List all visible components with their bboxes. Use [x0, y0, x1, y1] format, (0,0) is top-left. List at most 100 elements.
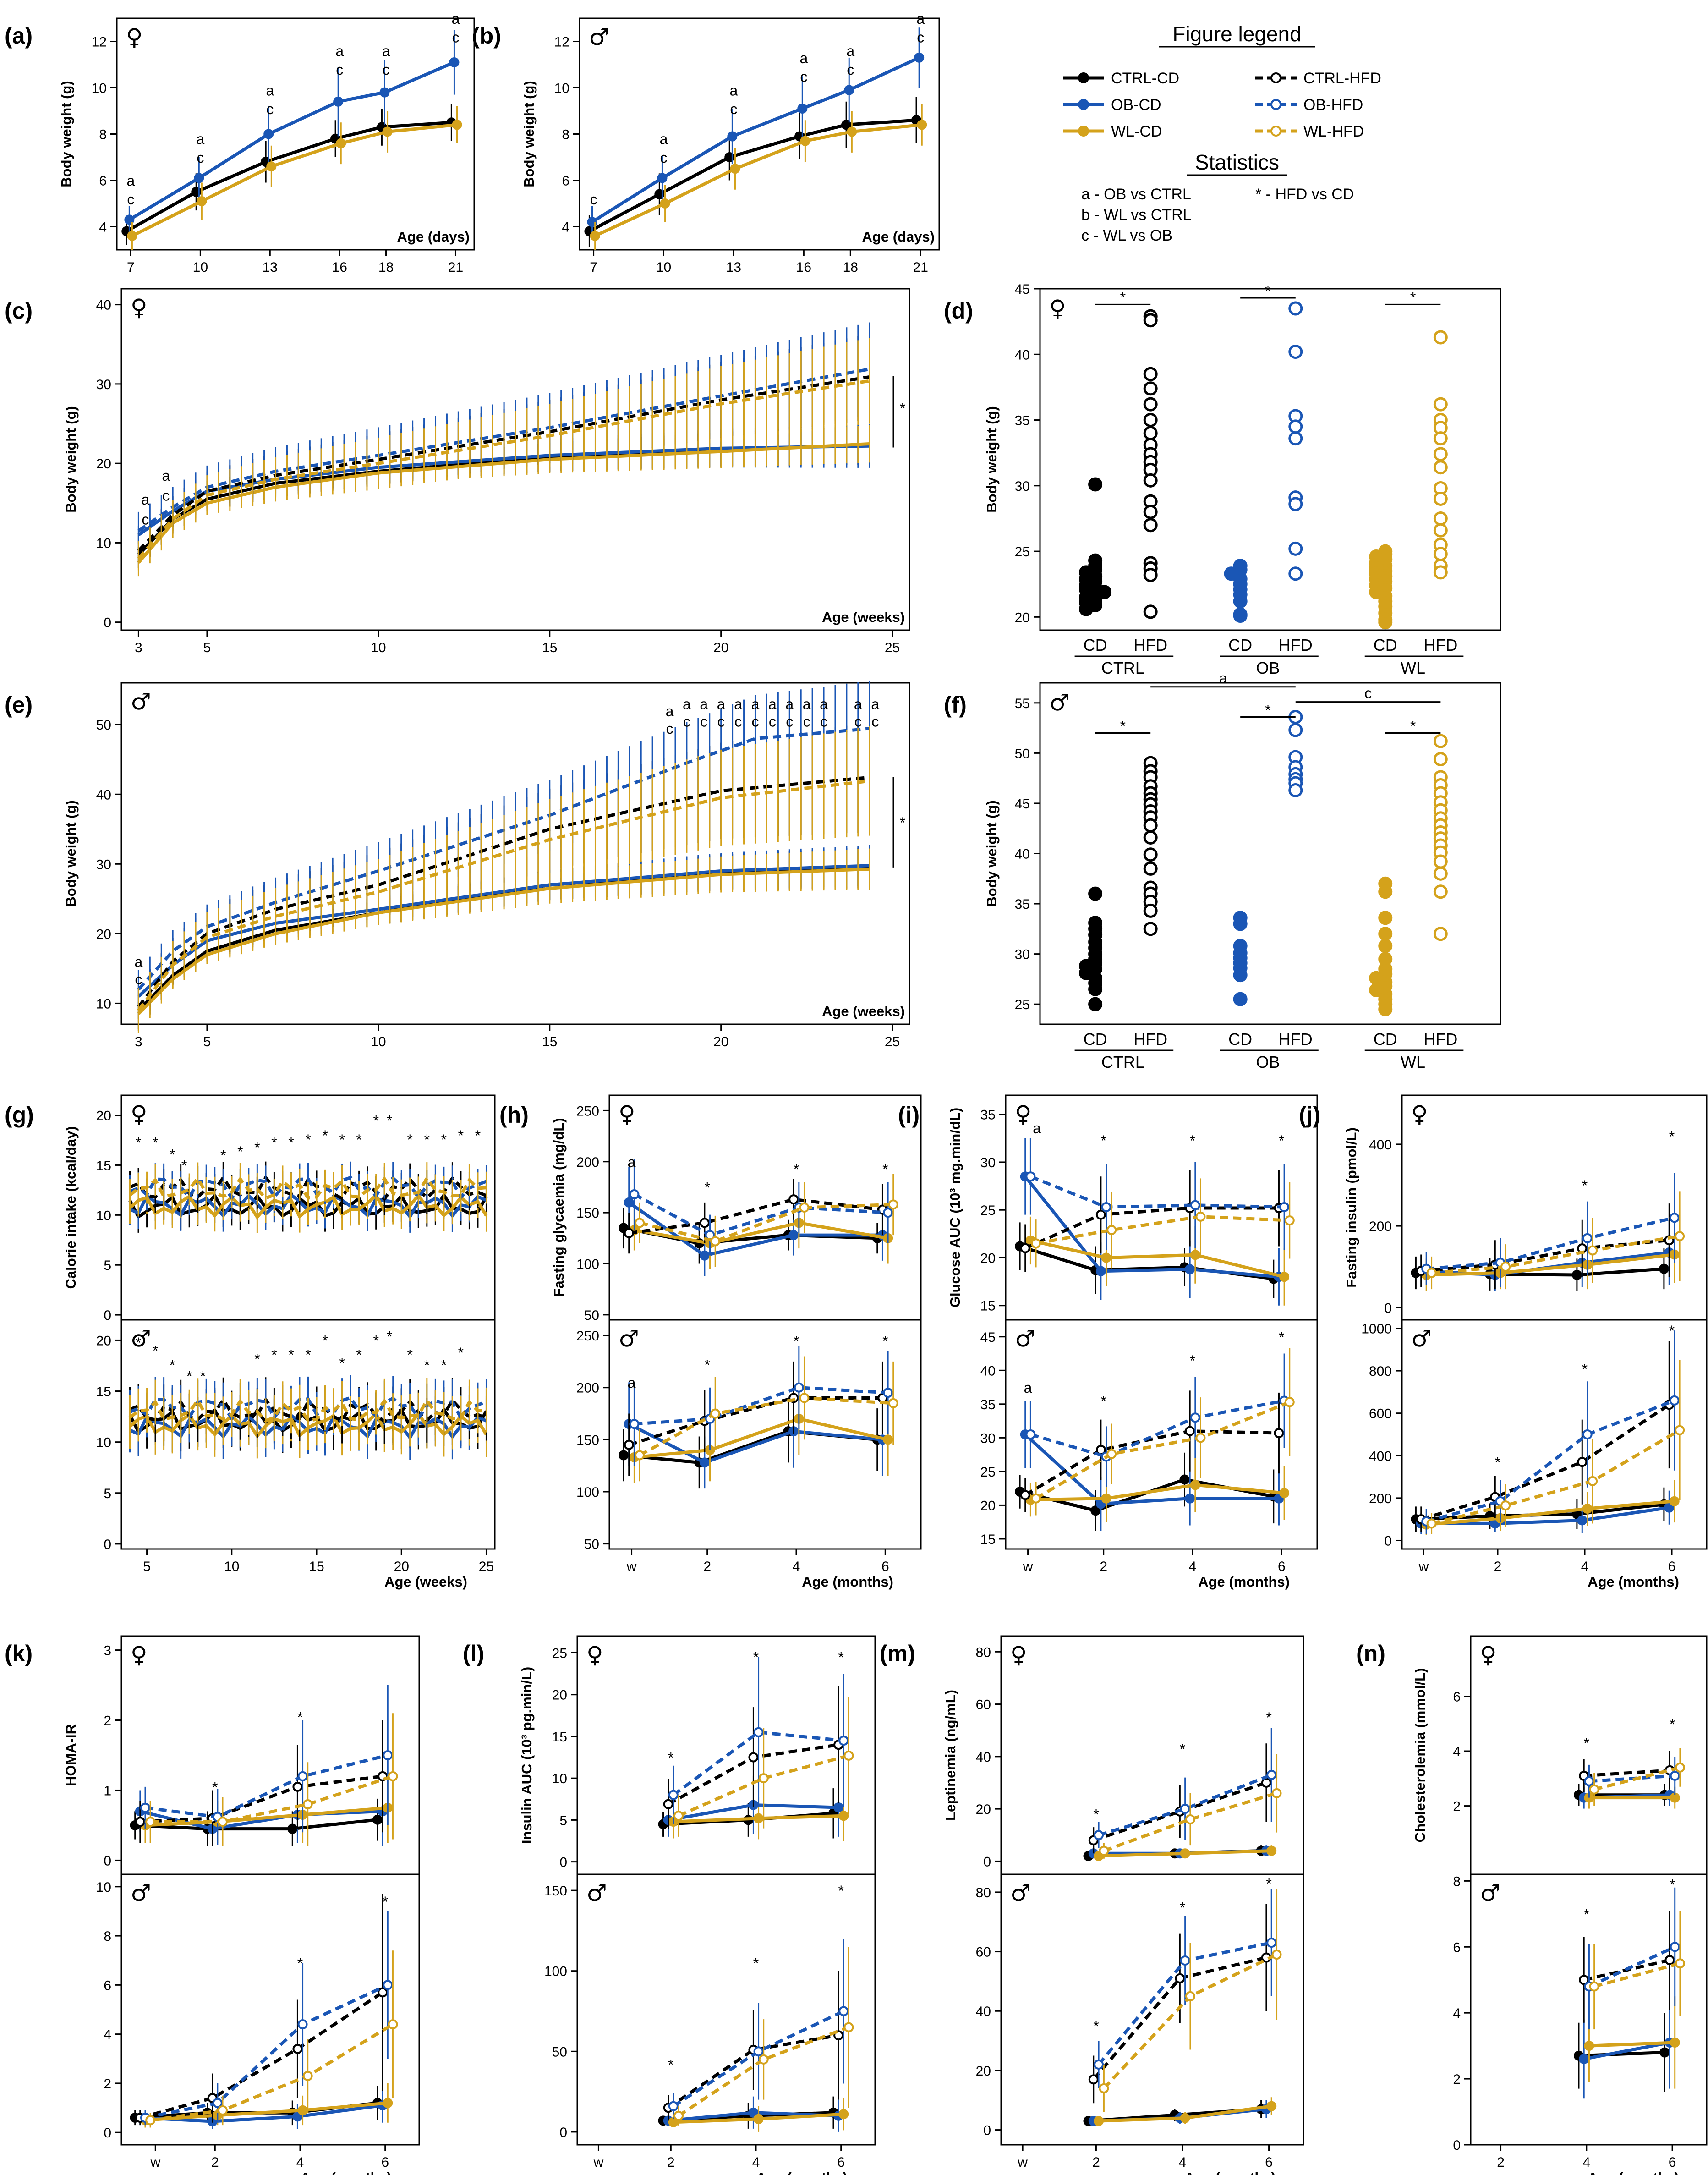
sex-symbol: ♂: [1411, 1325, 1432, 1352]
data-point: [883, 1434, 893, 1445]
sex-symbol: ♀: [131, 294, 148, 321]
series-ob-hfd: [668, 1657, 849, 1824]
y-tick-label: 5: [104, 1258, 111, 1273]
diet-label-cd: CD: [1084, 636, 1107, 654]
y-tick-label: 0: [983, 1854, 991, 1869]
panel-label: (l): [463, 1641, 484, 1666]
series-line: [1030, 1483, 1285, 1502]
y-tick-label: 150: [576, 1206, 599, 1221]
y-tick-label: 200: [576, 1381, 599, 1396]
data-point: [797, 103, 808, 114]
data-point: [1288, 301, 1303, 316]
series-line: [672, 1730, 844, 1796]
x-tick-label: 6: [381, 2155, 389, 2170]
series-line: [1030, 1239, 1285, 1279]
x-tick-label: 20: [713, 640, 728, 655]
legend-marker: [1270, 72, 1281, 83]
series-wl-cd: [1094, 2097, 1277, 2126]
data-point: [1589, 1784, 1599, 1795]
data-point: [1279, 1202, 1290, 1212]
y-tick-label: 60: [976, 1945, 991, 1960]
y-tick-label: 0: [104, 615, 111, 631]
data-point: [660, 198, 670, 209]
series-ctrl-hfd: [1579, 1751, 1675, 1792]
data-point: [1582, 1233, 1593, 1243]
data-point: [917, 120, 927, 130]
y-tick-label: 45: [1015, 796, 1030, 812]
series-line: [129, 1176, 487, 1200]
group-label: CTRL: [1101, 1053, 1144, 1071]
significance-mark: *: [1670, 1877, 1675, 1893]
data-point: [883, 1388, 893, 1398]
y-tick-label: 25: [552, 1646, 567, 1661]
x-tick-label: 10: [224, 1559, 239, 1574]
significance-mark: c: [660, 149, 668, 166]
data-point: [841, 120, 852, 130]
x-tick-label: 15: [542, 1034, 557, 1049]
significance-mark: a: [916, 11, 925, 27]
series-wl-cd: [590, 104, 927, 250]
significance-mark: *: [356, 1131, 361, 1148]
significance-mark: c: [452, 29, 459, 45]
significance-mark: a: [1219, 670, 1227, 687]
y-tick-label: 45: [980, 1330, 996, 1345]
significance-mark: c: [590, 191, 597, 208]
data-point: [124, 214, 135, 225]
y-tick-label: 200: [1369, 1219, 1392, 1234]
y-tick-label: 0: [104, 1308, 111, 1323]
data-point: [1589, 1981, 1599, 1992]
data-point: [1095, 1209, 1106, 1220]
data-point: [1185, 1264, 1195, 1274]
y-axis-title: Body weight (g): [521, 81, 537, 187]
series-ob-hfd: [1025, 1138, 1290, 1250]
series-ob-hfd: [140, 1911, 393, 2126]
data-point: [1143, 313, 1158, 328]
y-tick-label: 200: [576, 1155, 599, 1170]
sex-symbol: ♀: [1015, 1101, 1032, 1127]
significance-mark: *: [200, 1368, 206, 1384]
y-tick-label: 40: [1015, 847, 1030, 862]
y-tick-label: 20: [1015, 610, 1030, 625]
series-line: [1583, 1769, 1670, 1778]
significance-mark: *: [305, 1347, 311, 1363]
data-point: [1670, 2037, 1680, 2048]
data-point: [1378, 1002, 1393, 1016]
x-axis-title: Age (months): [802, 1574, 893, 1590]
data-point: [1433, 884, 1448, 899]
data-point: [843, 2022, 854, 2032]
x-tick-label: 6: [1278, 1559, 1286, 1574]
series-wl-cd: [1094, 1845, 1277, 1861]
data-point: [292, 2043, 303, 2054]
significance-mark: a: [785, 696, 794, 713]
series-wl-hfd: [1031, 1178, 1295, 1269]
x-tick-label: 7: [127, 260, 135, 275]
data-point: [1175, 1973, 1185, 1983]
data-point: [140, 1802, 150, 1813]
y-tick-label: 400: [1369, 1137, 1392, 1153]
legend-marker: [1078, 99, 1089, 110]
series-line: [1426, 1399, 1675, 1523]
data-point: [388, 1771, 398, 1781]
significance-mark: *: [387, 1329, 392, 1345]
y-axis-title: Body weight (g): [63, 800, 79, 906]
data-point: [748, 1752, 759, 1763]
data-point: [1095, 1266, 1106, 1276]
x-tick-label: 25: [885, 640, 900, 655]
y-axis-title: HOMA-IR: [63, 1724, 79, 1786]
y-tick-label: 10: [96, 1880, 111, 1895]
data-point: [1288, 419, 1303, 434]
data-point: [1094, 2116, 1104, 2126]
x-axis-title: Age (weeks): [822, 609, 905, 625]
significance-mark: *: [1265, 702, 1270, 719]
data-point: [1433, 927, 1448, 941]
data-point: [302, 2071, 313, 2081]
x-tick-label: 2: [667, 2155, 675, 2170]
x-tick-label: 6: [1668, 1559, 1676, 1574]
data-point: [1433, 547, 1448, 561]
significance-mark: c: [683, 714, 690, 730]
series-line: [126, 121, 452, 233]
data-point: [1266, 2101, 1277, 2111]
panel-label: (d): [944, 298, 973, 324]
